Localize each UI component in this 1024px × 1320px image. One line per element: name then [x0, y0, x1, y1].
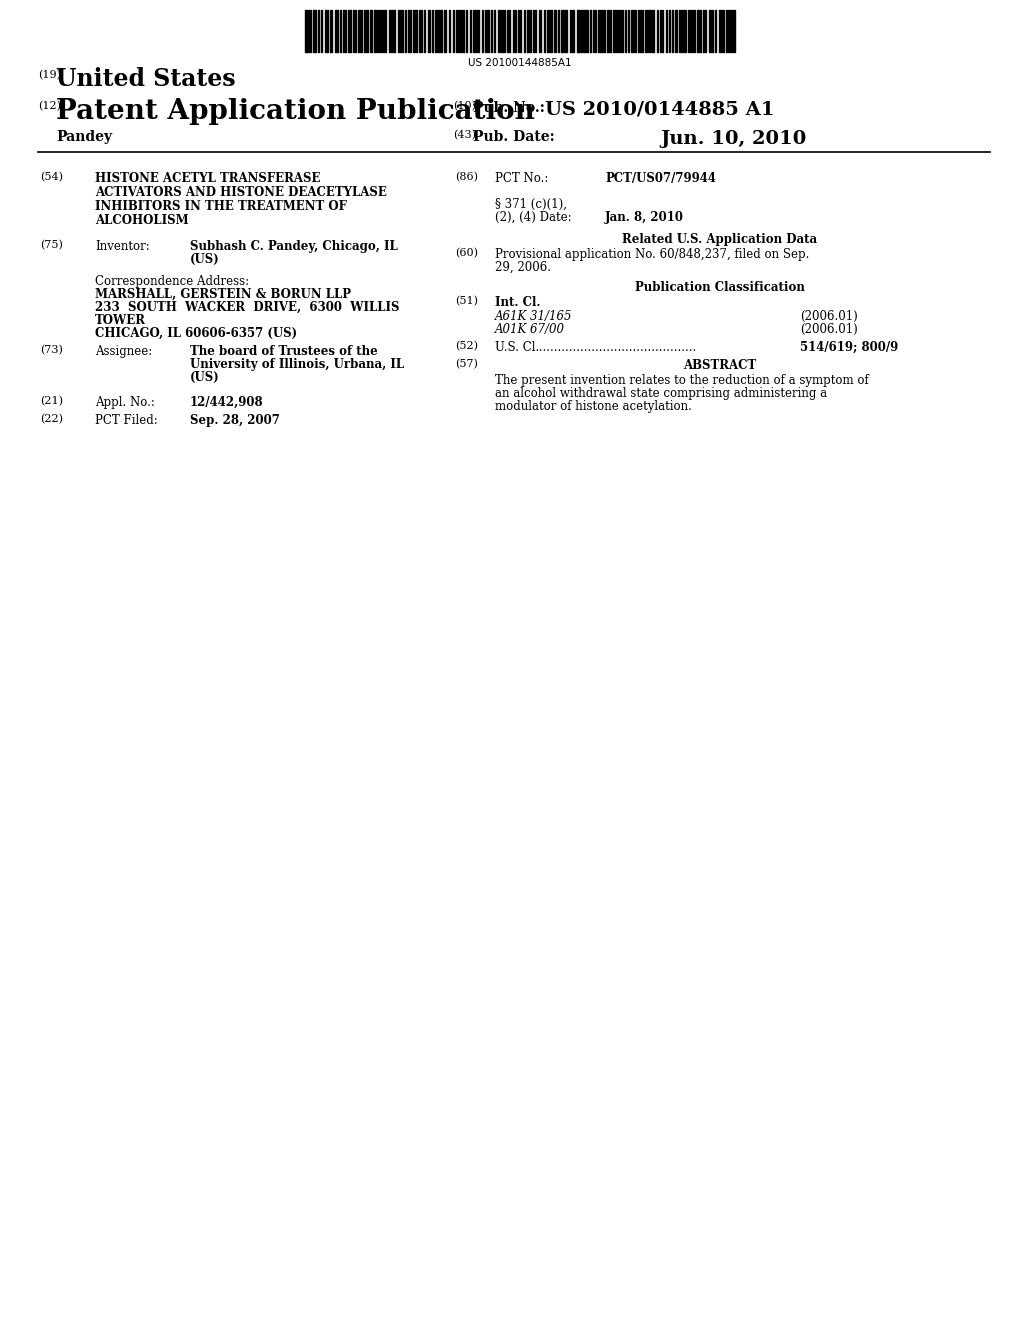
Text: Appl. No.:: Appl. No.:	[95, 396, 155, 409]
Text: ACTIVATORS AND HISTONE DEACETYLASE: ACTIVATORS AND HISTONE DEACETYLASE	[95, 186, 387, 199]
Text: (43): (43)	[453, 129, 476, 140]
Text: The board of Trustees of the: The board of Trustees of the	[190, 345, 378, 358]
Text: Pandey: Pandey	[56, 129, 112, 144]
Text: Pub. Date:: Pub. Date:	[473, 129, 555, 144]
Text: MARSHALL, GERSTEIN & BORUN LLP: MARSHALL, GERSTEIN & BORUN LLP	[95, 288, 351, 301]
Text: Publication Classification: Publication Classification	[635, 281, 805, 294]
Text: (2006.01): (2006.01)	[800, 323, 858, 337]
Text: The present invention relates to the reduction of a symptom of: The present invention relates to the red…	[495, 374, 868, 387]
Text: (57): (57)	[455, 359, 478, 370]
Text: § 371 (c)(1),: § 371 (c)(1),	[495, 198, 567, 211]
Text: (54): (54)	[40, 172, 63, 182]
Text: (2), (4) Date:: (2), (4) Date:	[495, 211, 571, 224]
Text: University of Illinois, Urbana, IL: University of Illinois, Urbana, IL	[190, 358, 404, 371]
Text: Assignee:: Assignee:	[95, 345, 153, 358]
Text: 29, 2006.: 29, 2006.	[495, 261, 551, 275]
Text: Jan. 8, 2010: Jan. 8, 2010	[605, 211, 684, 224]
Text: (21): (21)	[40, 396, 63, 407]
Text: (22): (22)	[40, 414, 63, 424]
Text: Provisional application No. 60/848,237, filed on Sep.: Provisional application No. 60/848,237, …	[495, 248, 809, 261]
Text: Inventor:: Inventor:	[95, 240, 150, 253]
Text: (73): (73)	[40, 345, 62, 355]
Text: Pub. No.:: Pub. No.:	[473, 102, 545, 115]
Text: (10): (10)	[453, 102, 476, 111]
Text: PCT Filed:: PCT Filed:	[95, 414, 158, 426]
Text: 12/442,908: 12/442,908	[190, 396, 263, 409]
Text: (12): (12)	[38, 102, 61, 111]
Text: modulator of histone acetylation.: modulator of histone acetylation.	[495, 400, 692, 413]
Text: U.S. Cl.: U.S. Cl.	[495, 341, 540, 354]
Text: 233  SOUTH  WACKER  DRIVE,  6300  WILLIS: 233 SOUTH WACKER DRIVE, 6300 WILLIS	[95, 301, 399, 314]
Text: TOWER: TOWER	[95, 314, 146, 327]
Text: PCT/US07/79944: PCT/US07/79944	[605, 172, 716, 185]
Text: US 2010/0144885 A1: US 2010/0144885 A1	[545, 102, 774, 119]
Text: Subhash C. Pandey, Chicago, IL: Subhash C. Pandey, Chicago, IL	[190, 240, 397, 253]
Text: (86): (86)	[455, 172, 478, 182]
Text: (2006.01): (2006.01)	[800, 310, 858, 323]
Text: HISTONE ACETYL TRANSFERASE: HISTONE ACETYL TRANSFERASE	[95, 172, 321, 185]
Text: Int. Cl.: Int. Cl.	[495, 296, 541, 309]
Text: CHICAGO, IL 60606-6357 (US): CHICAGO, IL 60606-6357 (US)	[95, 327, 297, 341]
Text: 514/619; 800/9: 514/619; 800/9	[800, 341, 898, 354]
Text: Related U.S. Application Data: Related U.S. Application Data	[623, 234, 817, 246]
Text: (19): (19)	[38, 70, 61, 81]
Text: ALCOHOLISM: ALCOHOLISM	[95, 214, 188, 227]
Text: Jun. 10, 2010: Jun. 10, 2010	[660, 129, 806, 148]
Text: Patent Application Publication: Patent Application Publication	[56, 98, 535, 125]
Text: (51): (51)	[455, 296, 478, 306]
Text: ..........................................: ........................................…	[535, 341, 696, 354]
Text: PCT No.:: PCT No.:	[495, 172, 549, 185]
Text: A01K 67/00: A01K 67/00	[495, 323, 565, 337]
Text: US 20100144885A1: US 20100144885A1	[468, 58, 571, 69]
Text: (75): (75)	[40, 240, 62, 251]
Text: (60): (60)	[455, 248, 478, 259]
Text: Sep. 28, 2007: Sep. 28, 2007	[190, 414, 280, 426]
Text: (52): (52)	[455, 341, 478, 351]
Text: INHIBITORS IN THE TREATMENT OF: INHIBITORS IN THE TREATMENT OF	[95, 201, 347, 213]
Text: ABSTRACT: ABSTRACT	[683, 359, 757, 372]
Text: Correspondence Address:: Correspondence Address:	[95, 275, 249, 288]
Text: (US): (US)	[190, 253, 220, 267]
Text: A61K 31/165: A61K 31/165	[495, 310, 572, 323]
Text: United States: United States	[56, 67, 236, 91]
Text: an alcohol withdrawal state comprising administering a: an alcohol withdrawal state comprising a…	[495, 387, 827, 400]
Text: (US): (US)	[190, 371, 220, 384]
